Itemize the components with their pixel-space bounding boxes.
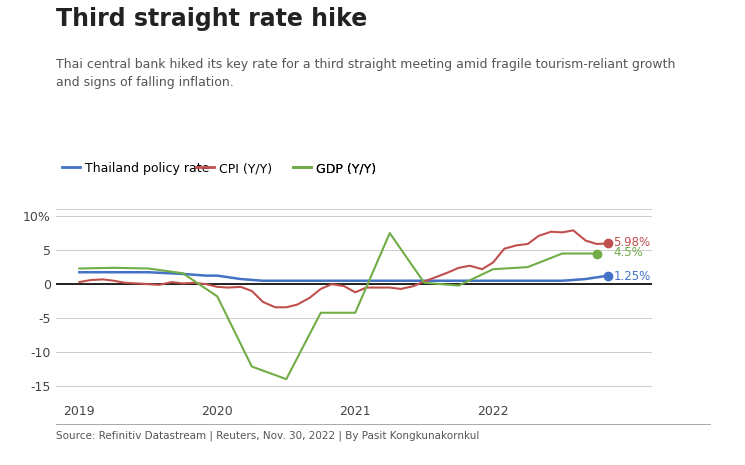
Text: Third straight rate hike: Third straight rate hike <box>56 7 367 31</box>
Text: 5.98%: 5.98% <box>613 236 650 249</box>
Text: 4.5%: 4.5% <box>613 246 643 259</box>
Legend: GDP (Y/Y): GDP (Y/Y) <box>293 162 375 175</box>
Text: Source: Refinitiv Datastream | Reuters, Nov. 30, 2022 | By Pasit Kongkunakornkul: Source: Refinitiv Datastream | Reuters, … <box>56 430 479 441</box>
Text: 1.25%: 1.25% <box>613 271 650 284</box>
Text: Thai central bank hiked its key rate for a third straight meeting amid fragile t: Thai central bank hiked its key rate for… <box>56 58 675 89</box>
